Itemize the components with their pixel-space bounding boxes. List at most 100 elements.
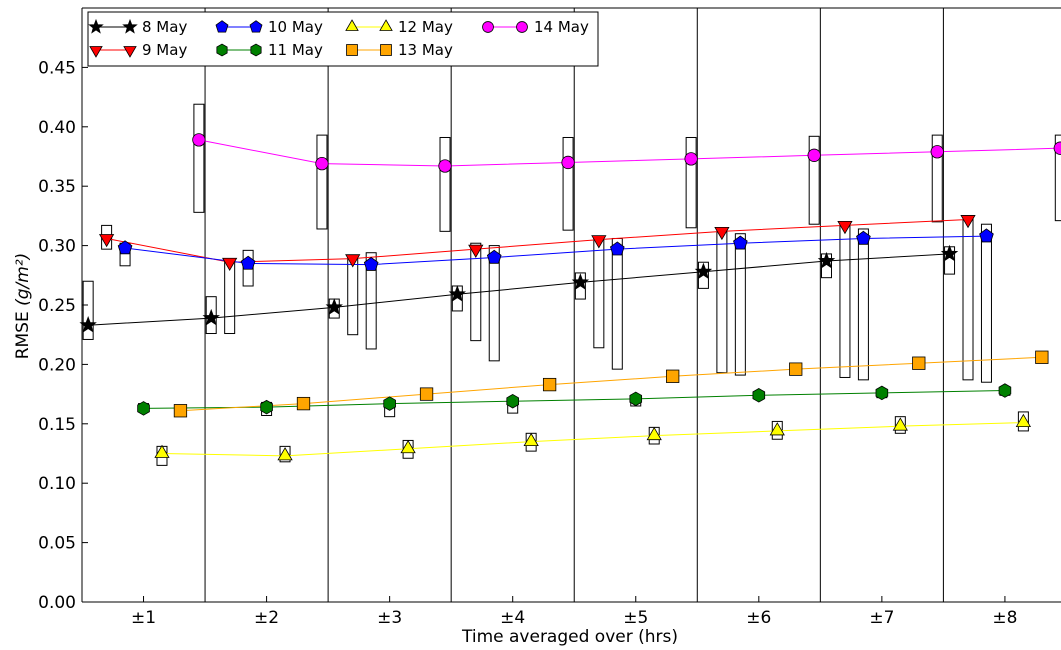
- y-tick-label: 0.10: [38, 474, 76, 494]
- data-point: [789, 362, 803, 376]
- legend-marker: [345, 19, 359, 31]
- x-tick-label: ±1: [131, 608, 156, 628]
- legend-marker: [516, 21, 528, 33]
- legend-label: 12 May: [398, 18, 453, 36]
- range-box: [316, 134, 328, 230]
- data-point: [591, 235, 607, 249]
- range-box: [593, 235, 605, 349]
- y-tick-label: 0.20: [38, 355, 76, 375]
- legend: 8 May 9 May 10 May 11 May 12 May 13 May 14 May: [87, 11, 599, 67]
- data-point: [837, 220, 853, 235]
- x-tick-label: ±2: [254, 608, 279, 628]
- legend-label: 13 May: [398, 41, 453, 59]
- legend-marker: [250, 43, 262, 57]
- data-point: [400, 439, 416, 454]
- data-point: [192, 133, 206, 147]
- data-point: [666, 369, 680, 383]
- data-point: [769, 422, 785, 436]
- data-point: [296, 396, 311, 411]
- data-point: [892, 417, 908, 431]
- data-point: [733, 235, 748, 250]
- legend-label: 9 May: [142, 41, 187, 59]
- range-box: [347, 255, 359, 336]
- range-box: [931, 134, 943, 223]
- data-point: [137, 401, 150, 416]
- range-box: [697, 261, 709, 289]
- legend-marker: [215, 20, 229, 33]
- range-box: [224, 260, 236, 335]
- legend-marker: [122, 18, 138, 34]
- legend-marker: [123, 46, 137, 58]
- data-point: [912, 356, 926, 370]
- x-tick-label: ±4: [500, 608, 525, 628]
- data-point: [363, 256, 379, 271]
- data-point: [1053, 141, 1061, 155]
- range-box: [279, 445, 291, 463]
- x-ticks: ±1 ±2 ±3 ±4 ±5 ±6 ±7 ±8: [131, 596, 1017, 628]
- y-tick-label: 0.00: [38, 593, 76, 613]
- legend-marker: [89, 46, 103, 58]
- legend-label: 11 May: [268, 41, 323, 59]
- y-tick-label: 0.45: [38, 58, 76, 78]
- data-point: [117, 240, 133, 255]
- data-point: [571, 273, 590, 290]
- y-tick-label: 0.05: [38, 534, 76, 554]
- data-point: [98, 234, 115, 248]
- range-box: [980, 223, 992, 383]
- range-box: [962, 215, 974, 381]
- range-boxes: [82, 103, 1061, 466]
- data-point: [694, 262, 713, 280]
- range-box: [894, 416, 906, 434]
- legend-marker: [249, 20, 263, 33]
- range-box: [808, 135, 820, 225]
- data-point: [561, 155, 575, 170]
- data-point: [714, 226, 730, 241]
- data-point: [419, 387, 434, 401]
- y-tick-label: 0.40: [38, 118, 76, 138]
- legend-box: [87, 11, 599, 67]
- series-line: [106, 218, 969, 263]
- series-line: [88, 253, 950, 326]
- x-tick-label: ±8: [992, 608, 1017, 628]
- data-point: [202, 308, 220, 326]
- legend-label: 8 May: [142, 18, 187, 36]
- data-point: [875, 385, 889, 401]
- data-point: [998, 383, 1012, 398]
- legend-marker: [380, 44, 392, 56]
- y-ticks: 0.00 0.05 0.10 0.15 0.20 0.25 0.30 0.35 0.40 0.45: [38, 58, 88, 613]
- data-point: [277, 447, 293, 461]
- data-point: [940, 244, 959, 262]
- data-point: [383, 396, 396, 411]
- range-box: [193, 103, 205, 213]
- x-tick-label: ±6: [746, 608, 771, 628]
- data-point: [448, 285, 467, 302]
- y-tick-label: 0.25: [38, 296, 76, 316]
- y-tick-label: 0.15: [38, 415, 76, 435]
- range-box: [611, 237, 623, 370]
- data-point: [609, 241, 625, 256]
- series-line: [198, 139, 1061, 167]
- data-point: [173, 404, 188, 418]
- legend-marker: [482, 21, 494, 33]
- data-point: [506, 393, 519, 409]
- data-point: [817, 251, 836, 269]
- data-point: [930, 145, 944, 159]
- legend-marker: [216, 43, 228, 57]
- y-tick-label: 0.30: [38, 237, 76, 257]
- range-box: [488, 245, 500, 362]
- series-line: [161, 422, 1024, 457]
- data-point: [960, 215, 976, 229]
- data-point: [240, 255, 256, 270]
- data-point: [807, 148, 821, 162]
- range-box: [82, 280, 94, 340]
- data-point: [629, 391, 643, 407]
- x-tick-label: ±5: [623, 608, 648, 628]
- data-point: [468, 244, 484, 258]
- group-separators: [204, 8, 944, 602]
- data-point: [222, 257, 238, 272]
- series-line: [125, 235, 987, 266]
- data-point: [438, 159, 452, 173]
- data-point: [523, 432, 539, 447]
- range-box: [716, 228, 728, 374]
